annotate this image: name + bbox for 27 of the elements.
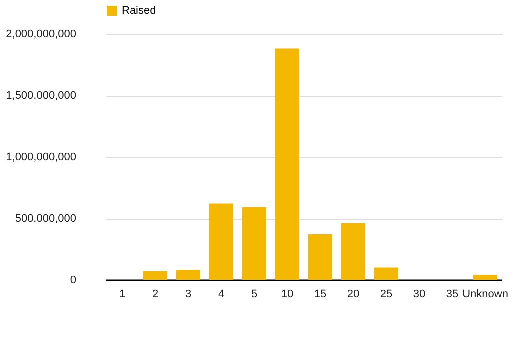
x-tick-label: 1 (119, 288, 126, 300)
x-tick-label: 15 (314, 288, 327, 300)
x-tick-label: 30 (413, 288, 426, 300)
bar (374, 268, 398, 280)
y-tick-label: 0 (70, 274, 76, 286)
bar (474, 275, 498, 280)
x-tick-label: 35 (446, 288, 459, 300)
bar (308, 234, 332, 280)
y-tick-label: 500,000,000 (15, 213, 76, 225)
x-tick-label: 25 (380, 288, 393, 300)
x-tick-label: 20 (347, 288, 360, 300)
x-tick-label: 2 (152, 288, 159, 300)
x-tick-label: 4 (218, 288, 225, 300)
bar (276, 48, 300, 280)
legend-label: Raised (122, 5, 156, 17)
y-tick-label: 1,000,000,000 (6, 152, 76, 164)
x-tick-label: Unknown (462, 288, 508, 300)
y-tick-label: 2,000,000,000 (6, 28, 76, 40)
bar (210, 204, 234, 280)
x-tick-label: 5 (251, 288, 258, 300)
x-tick-label: 10 (281, 288, 294, 300)
bar (342, 223, 366, 280)
bar (176, 270, 200, 280)
bar (242, 207, 266, 280)
bar (144, 271, 168, 280)
x-tick-label: 3 (185, 288, 192, 300)
y-tick-label: 1,500,000,000 (6, 90, 76, 102)
